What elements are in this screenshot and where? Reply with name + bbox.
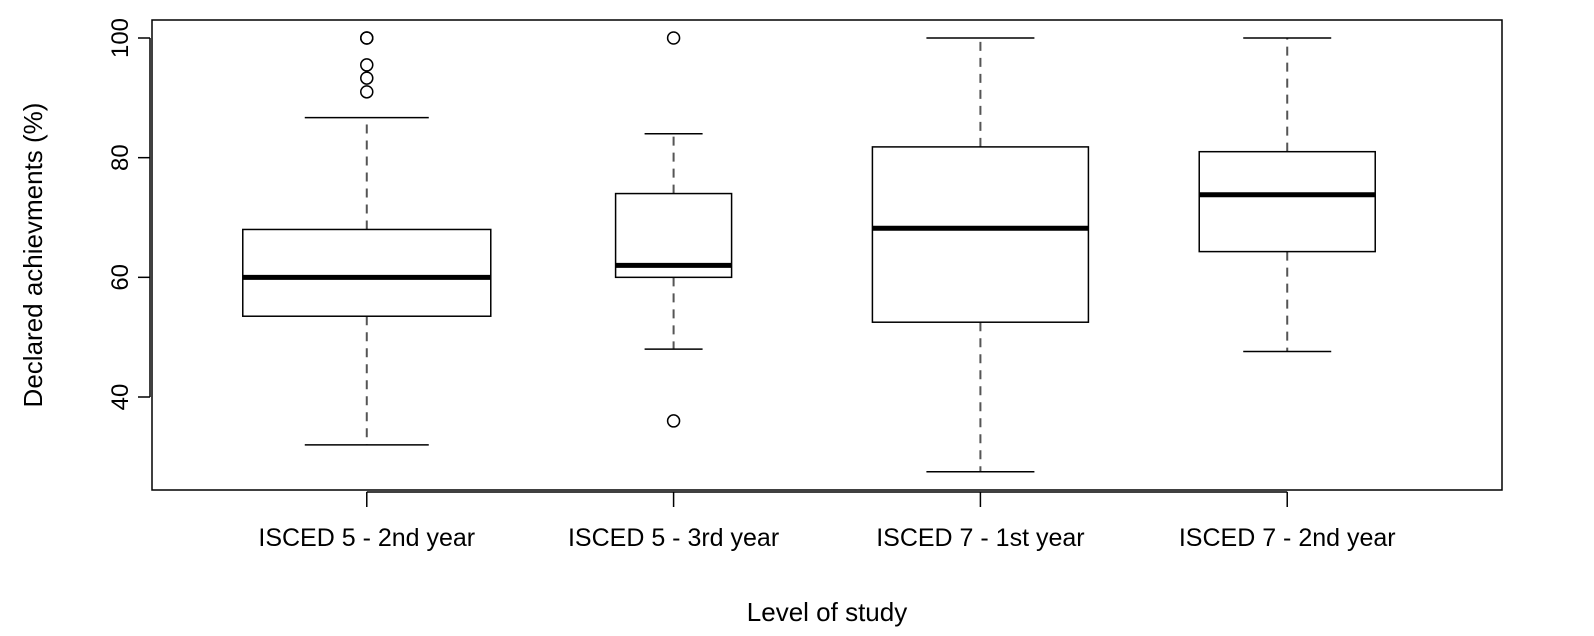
y-tick-label: 60 <box>107 264 134 291</box>
x-tick-label: ISCED 5 - 3rd year <box>568 524 779 552</box>
outlier-point <box>666 414 681 428</box>
y-tick-label: 40 <box>107 384 134 411</box>
boxes-layer <box>242 31 1376 473</box>
y-axis: 40 60 80 100 <box>107 18 151 411</box>
x-tick-label: ISCED 7 - 1st year <box>876 524 1084 552</box>
outlier-point <box>360 85 374 99</box>
outlier-point <box>360 31 374 45</box>
iqr-box <box>242 228 492 317</box>
plot-frame <box>151 19 1503 491</box>
box-group <box>1198 37 1376 353</box>
x-axis: ISCED 5 - 2nd year ISCED 5 - 3rd year ISCE… <box>258 491 1396 552</box>
x-tick-label: ISCED 5 - 2nd year <box>258 524 475 552</box>
x-axis-label: Level of study <box>747 597 907 627</box>
outlier-point <box>666 31 681 45</box>
box-group <box>871 37 1090 473</box>
y-tick-label: 100 <box>107 18 134 58</box>
outlier-point <box>360 71 374 85</box>
iqr-box <box>1198 150 1376 253</box>
x-tick-label: ISCED 7 - 2nd year <box>1179 524 1396 552</box>
outlier-point <box>360 58 374 72</box>
box-group <box>242 31 492 446</box>
y-axis-label: Declared achievments (%) <box>18 103 48 408</box>
box-group <box>614 31 733 428</box>
iqr-box <box>871 146 1090 323</box>
y-tick-label: 80 <box>107 144 134 171</box>
